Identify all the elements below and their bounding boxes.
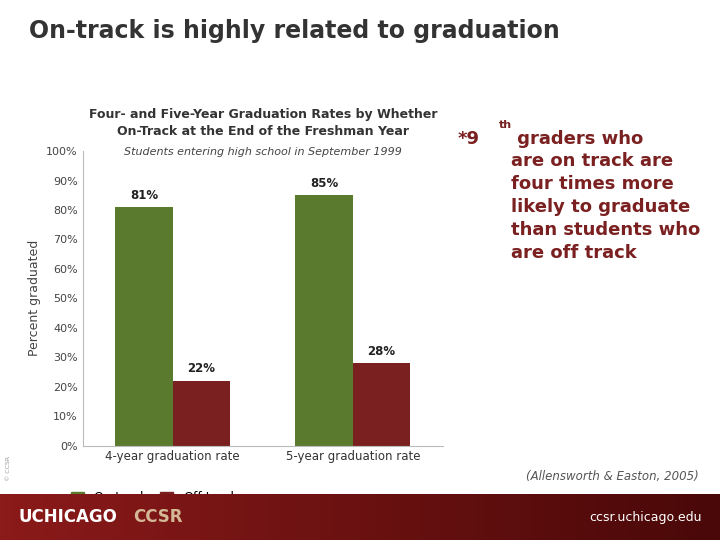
Text: Four- and Five-Year Graduation Rates by Whether
On-Track at the End of the Fresh: Four- and Five-Year Graduation Rates by … <box>89 107 437 138</box>
Text: 85%: 85% <box>310 177 338 190</box>
Bar <box>115 207 173 446</box>
Text: th: th <box>499 120 512 130</box>
Text: 28%: 28% <box>367 345 396 358</box>
Y-axis label: Percent graduated: Percent graduated <box>28 240 41 356</box>
Text: ccsr.uchicago.edu: ccsr.uchicago.edu <box>590 510 702 524</box>
Text: graders who
are on track are
four times more
likely to graduate
than students wh: graders who are on track are four times … <box>511 130 701 262</box>
Bar <box>295 195 353 446</box>
Text: On-track is highly related to graduation: On-track is highly related to graduation <box>29 19 559 43</box>
Bar <box>173 381 230 446</box>
Text: 81%: 81% <box>130 189 158 202</box>
Text: © CCSR: © CCSR <box>6 456 11 482</box>
Text: UCHICAGO: UCHICAGO <box>18 508 117 526</box>
Text: (Allensworth & Easton, 2005): (Allensworth & Easton, 2005) <box>526 470 698 483</box>
Text: 22%: 22% <box>188 362 215 375</box>
Bar <box>353 363 410 445</box>
Text: *9: *9 <box>457 130 480 147</box>
Text: CCSR: CCSR <box>133 508 183 526</box>
Text: Students entering high school in September 1999: Students entering high school in Septemb… <box>124 147 402 157</box>
Legend: On-track, Off-track: On-track, Off-track <box>71 491 238 504</box>
